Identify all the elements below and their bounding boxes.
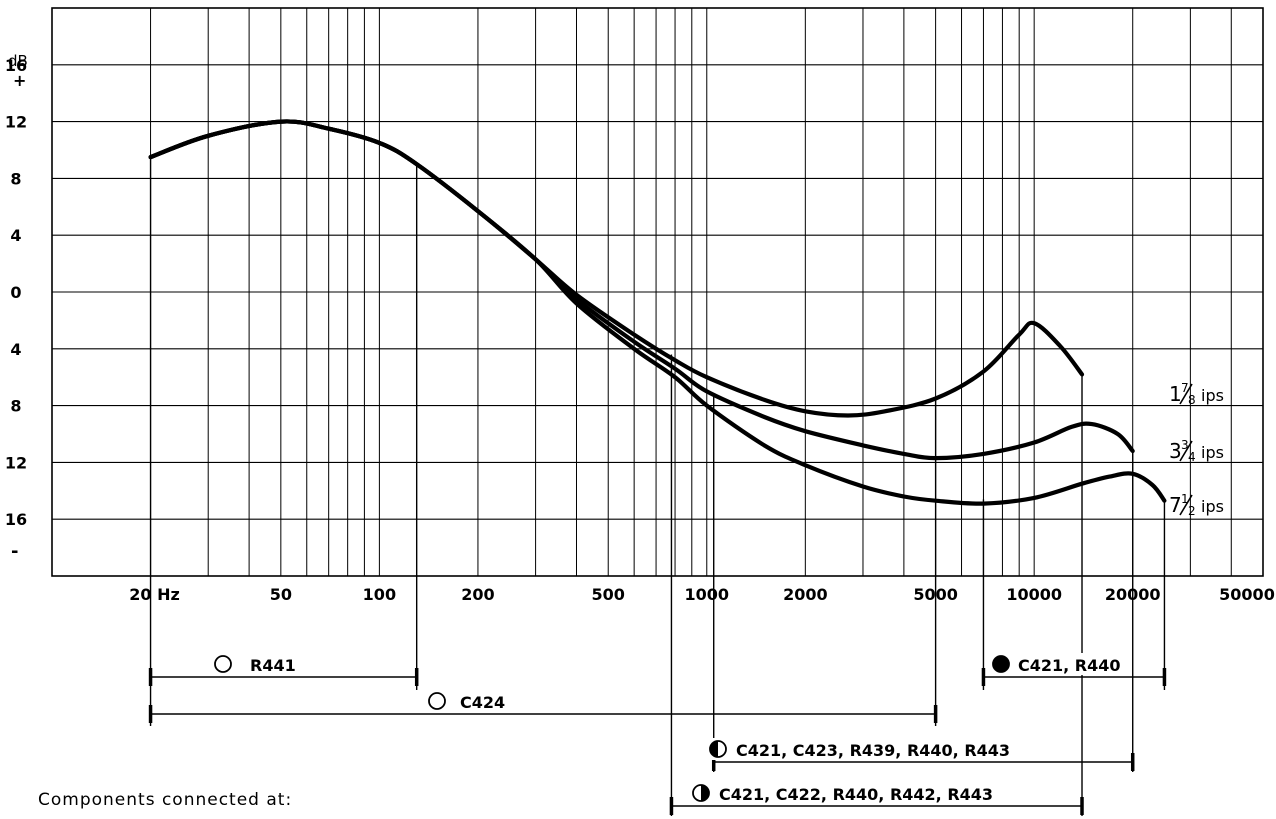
x-tick-label: 2000	[783, 585, 828, 604]
x-tick-label: 500	[592, 585, 625, 604]
series-line-3-3-4-ips	[148, 119, 1135, 461]
y-axis-minus-sign: -	[11, 541, 18, 562]
range-bar-c424: C424	[148, 690, 938, 723]
series-label-unit: ips	[1201, 497, 1224, 516]
half-filled-right-circle-icon	[701, 785, 709, 801]
component-ranges: R441 C424 C421, R440 C421, C423, R439, R440…	[148, 157, 1167, 816]
series-label: 3 34 ips	[1169, 438, 1224, 464]
open-circle-icon	[214, 655, 232, 673]
series-label: 7 12 ips	[1169, 492, 1224, 518]
y-tick-label: 12	[5, 113, 27, 132]
y-tick-label: 12	[5, 453, 27, 472]
y-tick-label: 8	[10, 397, 21, 416]
x-tick-label: 200	[461, 585, 494, 604]
series-label: 1 78 ips	[1169, 381, 1224, 407]
range-label-text: C424	[460, 693, 505, 712]
series-label-whole: 3	[1169, 439, 1182, 463]
range-bar-c421-c422: C421, C422, R440, R442, R443	[669, 782, 1084, 815]
series-label-fraction-bar	[1179, 494, 1193, 516]
y-tick-label: 4	[10, 226, 21, 245]
y-axis-plus-sign: +	[13, 71, 26, 90]
series-label-fraction-bar	[1179, 440, 1193, 462]
y-tick-label: 16	[5, 56, 27, 75]
series-label-unit: ips	[1201, 443, 1224, 462]
range-label-text: R441	[250, 656, 296, 675]
range-label-bg	[690, 782, 1013, 804]
range-label-bg	[212, 653, 292, 675]
series-label-fraction-bar	[1179, 383, 1193, 405]
x-tick-label: 100	[363, 585, 396, 604]
y-axis-ticks: dB+16 12 8 4 0 4 8 12 16 -	[5, 52, 28, 562]
range-label-bg	[426, 690, 502, 712]
x-tick-label: 20 Hz	[129, 585, 180, 604]
series-label-whole: 7	[1169, 493, 1182, 517]
y-tick-label: 0	[10, 283, 21, 302]
x-axis-ticks: 20 Hz 50 100 200 500 1000 2000 5000 10000 20000 50…	[129, 585, 1275, 604]
y-axis-label: dB	[8, 52, 28, 70]
range-label-bg	[990, 653, 1123, 675]
series-line-1-7-8-ips	[148, 119, 1085, 418]
range-bar-c421-r440: C421, R440	[981, 653, 1167, 686]
series-label-numerator: 1	[1181, 492, 1189, 506]
x-tick-label: 50	[270, 585, 292, 604]
x-tick-label: 50000	[1219, 585, 1275, 604]
series-label-denominator: 4	[1188, 450, 1196, 464]
y-tick-label: 4	[10, 340, 21, 359]
range-label-text: C421, R440	[1018, 656, 1121, 675]
filled-circle-icon	[992, 655, 1010, 673]
range-label-text: C421, C423, R439, R440, R443	[736, 741, 1010, 760]
open-circle-icon	[428, 692, 446, 710]
range-bar-r441: R441	[148, 653, 419, 686]
caption: Components connected at:	[38, 790, 293, 810]
series-label-numerator: 7	[1181, 381, 1189, 395]
y-tick-label: 8	[10, 169, 21, 188]
half-filled-left-circle-icon	[710, 741, 718, 757]
series-label-unit: ips	[1201, 386, 1224, 405]
range-bar-c421-c423: C421, C423, R439, R440, R443	[707, 738, 1135, 771]
y-tick-label: 16	[5, 510, 27, 529]
series-label-denominator: 8	[1188, 393, 1196, 407]
x-tick-label: 1000	[685, 585, 730, 604]
series-label-numerator: 3	[1181, 438, 1189, 452]
x-tick-label: 10000	[1006, 585, 1062, 604]
range-label-text: C421, C422, R440, R442, R443	[719, 785, 993, 804]
series-label-whole: 1	[1169, 382, 1182, 406]
series-label-denominator: 2	[1188, 504, 1196, 518]
range-label-bg	[707, 738, 1030, 760]
